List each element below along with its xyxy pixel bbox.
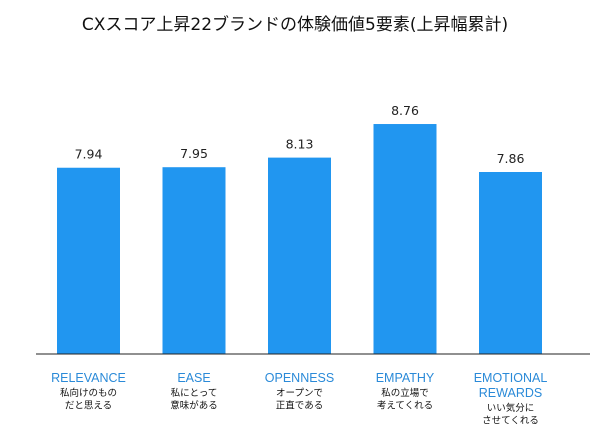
category-label-en-4-0: EMOTIONAL: [474, 371, 548, 385]
bar-4: [479, 172, 542, 354]
bar-1: [162, 167, 226, 354]
category-label-ja-1-0: 私にとって: [171, 388, 218, 399]
bar-3: [373, 124, 437, 354]
value-label-1: 7.95: [180, 146, 208, 161]
value-label-4: 7.86: [497, 151, 525, 166]
bars-layer: [57, 124, 542, 354]
category-label-en-4-1: REWARDS: [479, 386, 542, 400]
category-label-en-0-0: RELEVANCE: [51, 371, 126, 385]
category-label-ja-0-0: 私向けのもの: [60, 387, 117, 399]
category-label-en-2-0: OPENNESS: [265, 371, 334, 385]
value-label-0: 7.94: [75, 147, 103, 162]
category-label-ja-2-0: オープンで: [276, 388, 323, 399]
category-label-en-3-0: EMPATHY: [376, 371, 435, 385]
category-label-ja-1-1: 意味がある: [170, 400, 218, 412]
category-label-en-1-0: EASE: [177, 371, 210, 385]
category-label-ja-3-1: 考えてくれる: [377, 401, 433, 412]
value-label-3: 8.76: [391, 103, 419, 118]
value-label-2: 8.13: [286, 137, 314, 152]
bar-2: [268, 157, 331, 354]
chart-title: CXスコア上昇22ブランドの体験価値5要素(上昇幅累計): [82, 14, 508, 35]
value-labels-layer: 7.94 7.95 8.13 8.76 7.86: [75, 103, 525, 166]
bar-0: [57, 167, 120, 354]
category-label-ja-3-0: 私の立場で: [381, 387, 429, 399]
category-label-ja-0-1: だと思える: [65, 401, 112, 412]
category-label-ja-4-1: させてくれる: [482, 416, 539, 427]
category-label-ja-2-1: 正直である: [276, 400, 323, 412]
category-label-ja-4-0: いい気分に: [487, 402, 535, 414]
